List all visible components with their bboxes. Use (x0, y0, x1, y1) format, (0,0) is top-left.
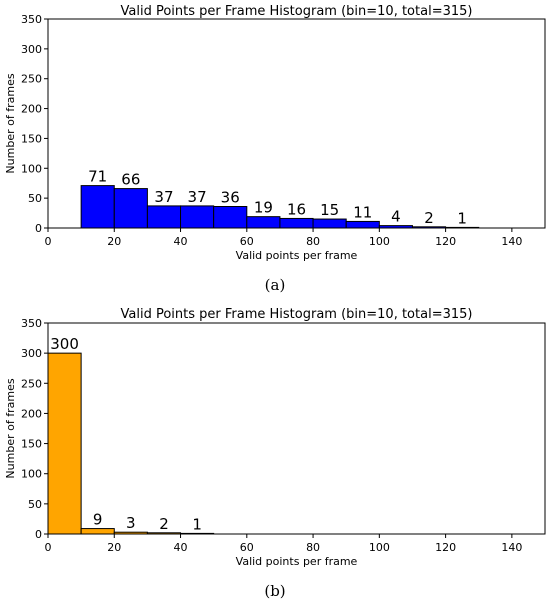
bar-value-label: 11 (353, 203, 372, 221)
bar-value-label: 2 (424, 209, 434, 227)
bar-value-label: 2 (159, 515, 169, 533)
x-tick-label: 40 (174, 541, 188, 554)
x-tick-label: 80 (306, 235, 320, 248)
figure-caption: (b) (264, 582, 285, 600)
y-tick-label: 50 (28, 498, 42, 511)
x-tick-label: 20 (107, 541, 121, 554)
histogram-bar (312, 218, 347, 229)
plot-frame (47, 18, 546, 229)
x-tick-label: 40 (174, 235, 188, 248)
y-tick-label: 0 (35, 222, 42, 235)
x-tick-label: 0 (45, 541, 52, 554)
x-tick-label: 120 (435, 235, 456, 248)
bar-value-label: 37 (154, 188, 173, 206)
bar-value-label: 66 (121, 171, 140, 189)
histogram-bar (279, 217, 314, 229)
bar-value-label: 3 (126, 514, 136, 532)
histogram-panel-a: Valid Points per Frame Histogram (bin=10… (4, 4, 546, 294)
histogram-bar (246, 216, 281, 229)
x-axis-label: Valid points per frame (236, 249, 358, 262)
histogram-bar (146, 205, 182, 229)
figure-caption: (a) (265, 276, 286, 294)
y-tick-label: 300 (21, 43, 42, 56)
chart-title: Valid Points per Frame Histogram (bin=10… (121, 307, 473, 322)
histogram-bar (113, 188, 148, 229)
histogram-bar (80, 528, 115, 535)
histogram-bar (180, 205, 215, 229)
y-tick-label: 250 (21, 377, 42, 390)
x-tick-label: 80 (306, 541, 320, 554)
plot-frame (47, 322, 546, 535)
y-tick-label: 350 (21, 13, 42, 26)
y-axis-label: Number of frames (4, 378, 17, 478)
y-tick-label: 350 (21, 317, 42, 330)
y-tick-label: 200 (21, 407, 42, 420)
bar-value-label: 19 (254, 199, 273, 217)
bar-value-label: 300 (50, 335, 79, 353)
histogram-bar (213, 206, 248, 229)
x-tick-label: 0 (45, 235, 52, 248)
x-tick-label: 20 (107, 235, 121, 248)
y-tick-label: 100 (21, 468, 42, 481)
bar-value-label: 15 (320, 201, 339, 219)
y-tick-label: 250 (21, 73, 42, 86)
histogram-panel-b: Valid Points per Frame Histogram (bin=10… (4, 307, 546, 600)
x-tick-label: 140 (501, 541, 522, 554)
histogram-bar (80, 185, 115, 229)
bar-value-label: 71 (88, 168, 107, 186)
bar-value-label: 36 (221, 189, 240, 207)
chart-title: Valid Points per Frame Histogram (bin=10… (121, 4, 473, 19)
x-tick-label: 140 (501, 235, 522, 248)
bar-value-label: 4 (391, 208, 401, 226)
y-tick-label: 300 (21, 347, 42, 360)
y-tick-label: 50 (28, 192, 42, 205)
x-tick-label: 100 (369, 541, 390, 554)
x-tick-label: 120 (435, 541, 456, 554)
y-tick-label: 0 (35, 528, 42, 541)
bar-value-label: 9 (93, 511, 103, 529)
histogram-bar (47, 352, 82, 535)
bar-value-label: 16 (287, 200, 306, 218)
y-axis-label: Number of frames (4, 73, 17, 173)
x-axis-label: Valid points per frame (236, 555, 358, 568)
x-tick-label: 60 (240, 541, 254, 554)
y-tick-label: 150 (21, 132, 42, 145)
bar-value-label: 1 (192, 515, 202, 533)
x-tick-label: 100 (369, 235, 390, 248)
y-tick-label: 150 (21, 438, 42, 451)
x-tick-label: 60 (240, 235, 254, 248)
y-tick-label: 100 (21, 162, 42, 175)
bar-value-label: 1 (457, 209, 467, 227)
histogram-bar (345, 220, 380, 229)
bar-value-label: 37 (188, 188, 207, 206)
y-tick-label: 200 (21, 103, 42, 116)
